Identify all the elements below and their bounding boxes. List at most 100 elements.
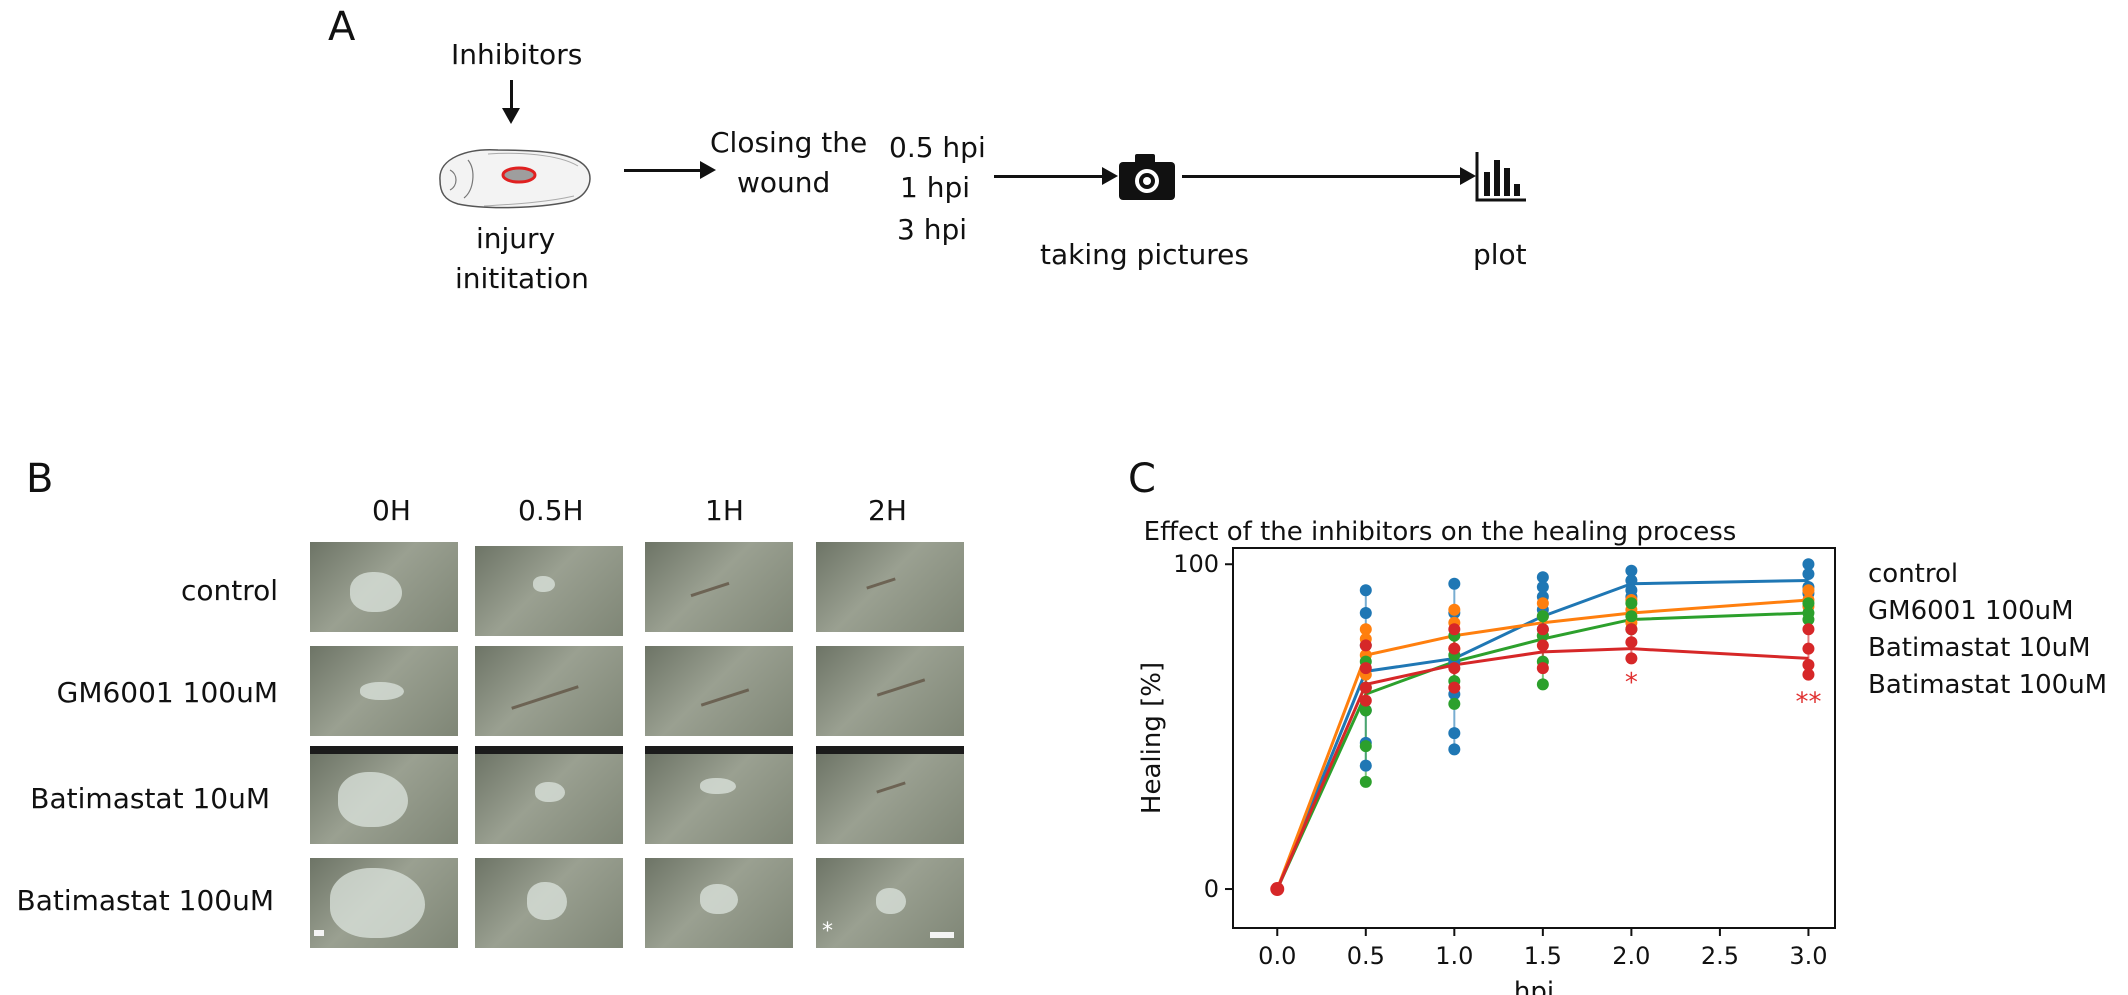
data-point-gm6001-100um	[1448, 603, 1461, 616]
data-point-batimastat-10um	[1802, 597, 1815, 610]
image-bat10-2h	[816, 746, 964, 844]
image-bat10-0h	[310, 746, 458, 844]
image-control-1h	[645, 542, 793, 632]
timepoint-3: 3 hpi	[897, 213, 968, 246]
data-point-batimastat-100um	[1359, 681, 1372, 694]
bar-chart-icon	[1475, 152, 1526, 202]
col-header-2h: 2H	[868, 494, 907, 527]
data-point-batimastat-100um	[1625, 652, 1638, 665]
injury-label-line2: inititation	[455, 262, 589, 295]
injury-label-line1: injury	[476, 222, 556, 255]
closing-label-line2: wound	[737, 166, 831, 199]
data-point-batimastat-10um	[1536, 610, 1549, 623]
x-tick-label: 3.0	[1789, 942, 1827, 970]
image-control-0h	[310, 542, 458, 632]
healing-chart: Effect of the inhibitors on the healing …	[1137, 517, 2107, 995]
data-point-batimastat-100um	[1448, 681, 1461, 694]
row-label-gm6001: GM6001 100uM	[56, 676, 278, 709]
arrowhead-3-icon	[1460, 167, 1476, 185]
data-point-batimastat-100um	[1448, 623, 1461, 636]
arrow-line-3	[1182, 175, 1464, 178]
panel-b-letter: B	[26, 456, 54, 502]
data-point-gm6001-100um	[1359, 623, 1372, 636]
data-point-batimastat-10um	[1625, 610, 1638, 623]
data-point-origin	[1270, 882, 1285, 897]
image-gm6001-0h	[310, 646, 458, 736]
closing-label-line1: Closing the	[710, 126, 868, 159]
x-tick-label: 2.5	[1701, 942, 1739, 970]
data-point-batimastat-100um	[1448, 662, 1461, 675]
arrow-line-1	[624, 169, 704, 172]
col-header-0h: 0H	[372, 494, 411, 527]
data-point-control	[1536, 571, 1549, 584]
series-line-control	[1275, 578, 1809, 890]
data-point-batimastat-100um	[1448, 642, 1461, 655]
data-point-control	[1536, 580, 1549, 593]
data-point-batimastat-10um	[1359, 704, 1372, 717]
data-point-batimastat-100um	[1625, 636, 1638, 649]
data-point-batimastat-100um	[1359, 639, 1372, 652]
data-point-control	[1448, 727, 1461, 740]
legend-entry: Batimastat 100uM	[1868, 670, 2107, 700]
image-bat100-0.5h	[475, 858, 623, 948]
significance-marker: *	[1625, 668, 1638, 698]
timepoint-0.5: 0.5 hpi	[889, 131, 986, 164]
panel-a-letter: A	[328, 4, 356, 50]
data-point-batimastat-10um	[1359, 775, 1372, 788]
data-point-batimastat-100um	[1536, 639, 1549, 652]
arrow-line-2	[994, 175, 1106, 178]
data-point-control	[1359, 584, 1372, 597]
down-arrowhead-icon	[502, 108, 520, 124]
data-point-batimastat-100um	[1802, 623, 1815, 636]
image-bat100-2h: *	[816, 858, 964, 948]
col-header-1h: 1H	[705, 494, 744, 527]
data-point-control	[1802, 567, 1815, 580]
image-star-mark: *	[822, 919, 833, 944]
arrowhead-1-icon	[700, 161, 716, 179]
data-point-control	[1448, 743, 1461, 756]
y-tick-label: 100	[1173, 550, 1219, 578]
x-tick-label: 2.0	[1612, 942, 1650, 970]
data-point-batimastat-100um	[1536, 623, 1549, 636]
wound-marker	[501, 166, 537, 184]
x-tick-label: 1.0	[1435, 942, 1473, 970]
row-label-batimastat-10: Batimastat 10uM	[30, 782, 270, 815]
data-point-batimastat-10um	[1448, 697, 1461, 710]
image-bat10-1h	[645, 746, 793, 844]
chart-title: Effect of the inhibitors on the healing …	[1144, 517, 1737, 547]
row-label-control: control	[180, 574, 278, 607]
taking-pictures-label: taking pictures	[1040, 238, 1249, 271]
image-gm6001-0.5h	[475, 646, 623, 736]
col-header-0.5h: 0.5H	[518, 494, 584, 527]
legend-entry: GM6001 100uM	[1868, 596, 2074, 626]
y-tick-label: 0	[1204, 875, 1219, 903]
scale-bar	[930, 932, 954, 938]
x-tick-label: 0.5	[1347, 942, 1385, 970]
data-point-batimastat-100um	[1802, 668, 1815, 681]
chart-x-label: hpi	[1514, 977, 1554, 995]
image-control-2h	[816, 542, 964, 632]
inhibitors-label: Inhibitors	[451, 38, 583, 71]
series-line-batimastat-100um	[1275, 647, 1809, 890]
chart-y-label: Healing [%]	[1137, 662, 1167, 814]
data-point-control	[1625, 574, 1638, 587]
embryo-icon	[439, 149, 591, 209]
data-point-gm6001-100um	[1802, 584, 1815, 597]
plot-frame	[1232, 547, 1836, 929]
data-point-gm6001-100um	[1536, 597, 1549, 610]
data-point-batimastat-10um	[1536, 678, 1549, 691]
data-point-batimastat-100um	[1802, 642, 1815, 655]
image-bat100-0h	[310, 858, 458, 948]
image-gm6001-2h	[816, 646, 964, 736]
panel-c-letter: C	[1128, 456, 1156, 502]
image-control-0.5h	[475, 546, 623, 636]
arrowhead-2-icon	[1102, 167, 1118, 185]
data-point-batimastat-10um	[1802, 613, 1815, 626]
data-point-control	[1359, 759, 1372, 772]
data-point-batimastat-100um	[1359, 662, 1372, 675]
data-point-batimastat-10um	[1625, 597, 1638, 610]
data-point-control	[1802, 558, 1815, 571]
data-point-batimastat-100um	[1536, 662, 1549, 675]
timepoint-1: 1 hpi	[900, 171, 971, 204]
legend-entry: Batimastat 10uM	[1868, 633, 2091, 663]
